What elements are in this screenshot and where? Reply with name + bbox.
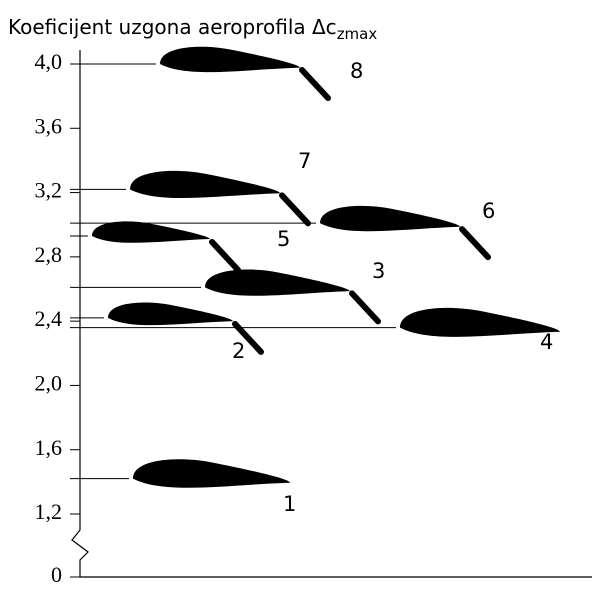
- y-tick-label: 1,2: [35, 499, 63, 524]
- title-subscript: zmax: [337, 25, 378, 43]
- airfoil-label: 3: [372, 259, 385, 283]
- flap: [282, 195, 308, 223]
- flap: [212, 242, 238, 270]
- y-tick-label: 2,0: [35, 370, 63, 395]
- airfoil: [205, 270, 350, 296]
- airfoil: [92, 221, 210, 242]
- flap: [352, 293, 378, 321]
- y-tick-label: 3,2: [35, 178, 63, 203]
- airfoil: [108, 303, 233, 326]
- title-main: Koeficijent uzgona aeroprofila Δc: [8, 15, 337, 39]
- y-tick-label: 1,6: [35, 435, 63, 460]
- airfoil: [320, 206, 460, 231]
- chart: Koeficijent uzgona aeroprofila Δczmax 4,…: [0, 0, 593, 590]
- airfoil-label: 5: [277, 227, 290, 251]
- flap: [462, 229, 488, 257]
- airfoil: [160, 47, 300, 72]
- y-tick-label: 3,6: [35, 113, 63, 138]
- airfoil-label: 7: [298, 149, 311, 173]
- y-tick-label: 4,0: [35, 49, 63, 74]
- airfoil-label: 6: [482, 199, 495, 223]
- y-tick-label: 2,8: [35, 242, 63, 267]
- airfoil-label: 8: [350, 59, 363, 83]
- y-tick-label: 0: [51, 562, 62, 587]
- airfoil-label: 1: [283, 492, 296, 516]
- airfoil-label: 2: [232, 339, 245, 363]
- airfoil-label: 4: [540, 330, 553, 354]
- chart-title: Koeficijent uzgona aeroprofila Δczmax: [8, 15, 377, 43]
- y-tick-label: 2,4: [35, 306, 63, 331]
- airfoil: [400, 308, 560, 337]
- airfoil: [130, 171, 280, 198]
- flap: [302, 70, 328, 98]
- airfoil: [133, 459, 290, 487]
